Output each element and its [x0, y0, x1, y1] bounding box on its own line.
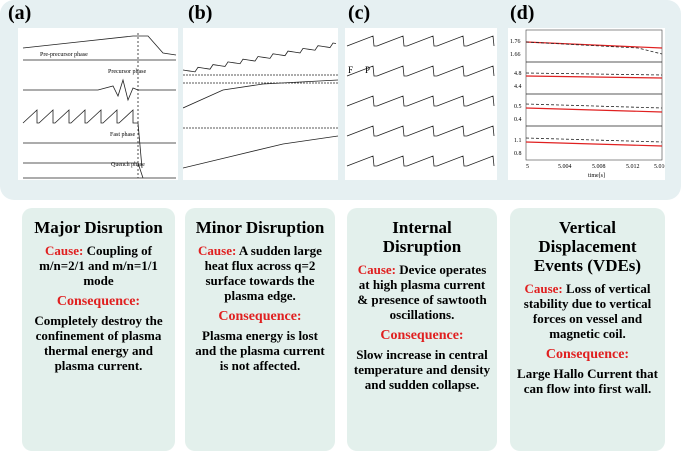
cause: Cause: Coupling of m/n=2/1 and m/n=1/1 m… [28, 243, 169, 288]
figure-text: 0.4 [514, 117, 522, 123]
consequence: Large Hallo Current that can flow into f… [517, 366, 658, 396]
figure-text: 0.8 [514, 151, 522, 157]
figure-text: Pre-precursor phase [40, 52, 88, 58]
figure-text: 4.4 [514, 84, 522, 90]
panel-label: (c) [348, 2, 371, 24]
red cl: Consequence: [218, 309, 302, 324]
figure-text: 5.008 [592, 164, 606, 170]
cause-text: Device operates at high plasma current &… [357, 262, 487, 322]
consequence: Completely destroy the confinement of pl… [34, 313, 163, 373]
red: Cause: [45, 243, 84, 258]
figure-text: 4.8 [514, 71, 522, 77]
text-box: Internal Disruption Cause: Device operate… [347, 208, 497, 451]
figure-text: Precursor phase [108, 69, 146, 75]
waveform-b [183, 28, 338, 180]
cause: Cause: A sudden large heat flux across q… [191, 243, 329, 303]
title: Internal Disruption [382, 218, 462, 256]
figure-text: 5 [526, 164, 529, 170]
figure-text: 1.76 [510, 39, 521, 45]
title: Minor Disruption [195, 218, 325, 237]
figure-text: Fast phase [110, 132, 136, 138]
cause: Cause: Loss of vertical stability due to… [516, 281, 659, 341]
waveform-line [346, 35, 495, 47]
waveform-a: Pre-precursor phase Precursor phase Fast… [18, 28, 178, 180]
cause-text: Coupling of m/n=2/1 and m/n=1/1 mode [39, 243, 158, 288]
red cl: Consequence: [380, 328, 464, 343]
panel-label: (d) [510, 2, 535, 24]
text-box: Vertical Displacement Events (VDEs) Cause… [510, 208, 665, 451]
figure-text: 1.66 [510, 52, 521, 58]
consequence: Slow increase in central temperature and… [353, 347, 491, 392]
text-box: Minor Disruption Cause: A sudden large he… [185, 208, 335, 451]
cause: Cause: Device operates at high plasma cu… [353, 262, 491, 322]
figure-text: 0.5 [514, 104, 522, 110]
figure-text: Quench phase [111, 162, 145, 168]
consequence: Plasma energy is lost and the plasma cur… [195, 328, 325, 373]
panel-label: (a) [8, 2, 32, 24]
figure-text: 5.016 [654, 164, 665, 170]
cause-text: Loss of vertical stability due to vertic… [523, 281, 652, 341]
red: Cause: [524, 281, 563, 296]
figure-text: P [365, 65, 370, 75]
figure-text: time[s] [588, 173, 605, 179]
figure-text: 1.1 [514, 138, 522, 144]
figure-text: 5.012 [626, 164, 640, 170]
waveform-line [346, 155, 495, 167]
red cl: Consequence: [545, 347, 630, 362]
waveform-c: F P [345, 28, 497, 180]
figure-text: 5.004 [558, 164, 572, 170]
red: Cause: [357, 262, 397, 277]
red cl: Consequence: [56, 294, 141, 309]
waveform-line [346, 65, 495, 77]
title: Major Disruption [34, 218, 163, 237]
text-box: Major Disruption Cause: Coupling of m/n=2… [22, 208, 175, 451]
waveform-line [346, 125, 495, 137]
waveform-d: 1.76 1.66 4.8 4.4 0.5 0.4 1.1 0.8 5 5.004 5.008 5.0… [508, 28, 665, 180]
cause-text: A sudden large heat flux across q=2 surf… [204, 243, 322, 303]
panel-label: (b) [188, 2, 213, 24]
figure-text: F [348, 65, 353, 75]
red: Cause: [198, 243, 237, 258]
waveform-line [346, 95, 495, 107]
title: Vertical Displacement Events (VDEs) [533, 218, 642, 275]
